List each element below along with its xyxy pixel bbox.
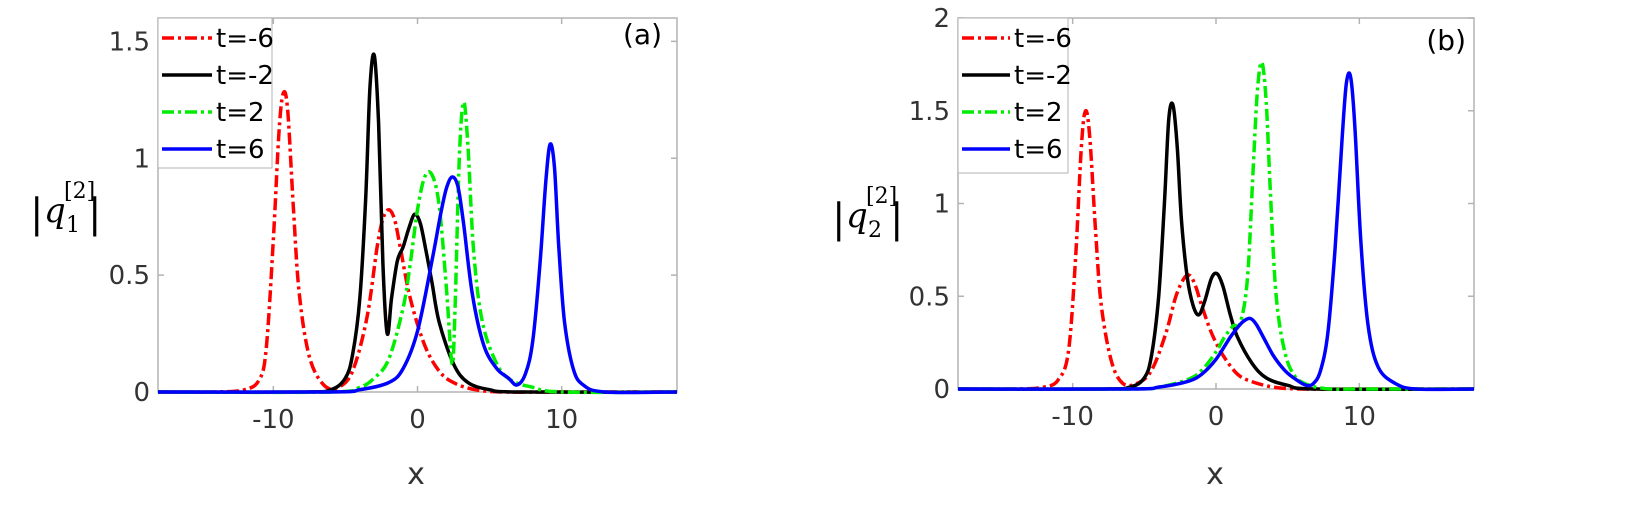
x-axis-label-a: x <box>407 457 425 492</box>
curves-a <box>157 52 678 395</box>
legend-label: t=-2 <box>1014 61 1072 91</box>
y-axis-label-symbol: q <box>846 196 868 236</box>
legend-label: t=-2 <box>216 61 274 91</box>
curves-b <box>957 60 1475 392</box>
series-line-t=-2 <box>157 52 678 394</box>
panel-label-a: (a) <box>623 18 662 51</box>
legend-label: t=-6 <box>1014 24 1072 54</box>
x-axis-label-b: x <box>1206 457 1224 492</box>
x-tick-label: -10 <box>1051 402 1093 432</box>
legend-box-b <box>957 17 1069 174</box>
y-axis-label-bar-right: | <box>890 196 903 242</box>
series-line-t=-6 <box>157 89 677 394</box>
x-tick-label: 10 <box>1343 402 1376 432</box>
y-tick-label: 1.5 <box>909 97 950 127</box>
y-tick-label: 2 <box>933 4 950 34</box>
legend-b: t=-6 t=-2 t=2 t=6 <box>957 17 1072 174</box>
y-tick-label: 0.5 <box>909 282 950 312</box>
ticks-b: -10 0 10 0 0.5 1 1.5 2 <box>909 4 1474 432</box>
x-tick-label: 10 <box>545 405 578 435</box>
legend-label: t=-6 <box>216 24 274 54</box>
series-line-t=6 <box>157 142 678 395</box>
legend-a: t=-6 t=-2 t=2 t=6 <box>157 17 274 169</box>
panel-label-b: (b) <box>1426 24 1466 57</box>
y-axis-label-bar-left: | <box>832 196 845 242</box>
x-tick-label: -10 <box>252 405 294 435</box>
y-axis-label-superscript: [2] <box>866 184 897 209</box>
y-axis-label-superscript: [2] <box>64 179 95 204</box>
y-axis-label-bar-right: | <box>88 191 101 237</box>
y-tick-label: 0 <box>133 378 150 408</box>
y-axis-label-symbol: q <box>44 191 66 231</box>
series-line-t=6 <box>957 71 1475 392</box>
y-tick-label: 1.5 <box>109 27 150 57</box>
x-tick-label: 0 <box>1208 402 1225 432</box>
legend-label: t=2 <box>216 98 265 128</box>
y-axis-label-bar-left: | <box>30 191 43 237</box>
y-tick-label: 0 <box>933 375 950 405</box>
legend-label: t=6 <box>1014 135 1063 165</box>
series-line-t=2 <box>157 100 678 395</box>
ticks-a: -10 0 10 0 0.5 1 1.5 <box>109 18 677 435</box>
legend-box-a <box>157 17 273 169</box>
series-line-t=-2 <box>957 101 1475 392</box>
y-tick-label: 1 <box>133 144 150 174</box>
y-tick-label: 0.5 <box>109 261 150 291</box>
y-axis-label-subscript: 2 <box>868 218 882 243</box>
x-tick-label: 0 <box>409 405 426 435</box>
legend-label: t=6 <box>216 135 265 165</box>
y-tick-label: 1 <box>933 190 950 220</box>
legend-label: t=2 <box>1014 98 1063 128</box>
y-axis-label-b: | q 2 [2] | <box>832 184 903 243</box>
y-axis-label-a: | q 1 [2] | <box>30 179 101 238</box>
y-axis-label-subscript: 1 <box>66 213 80 238</box>
